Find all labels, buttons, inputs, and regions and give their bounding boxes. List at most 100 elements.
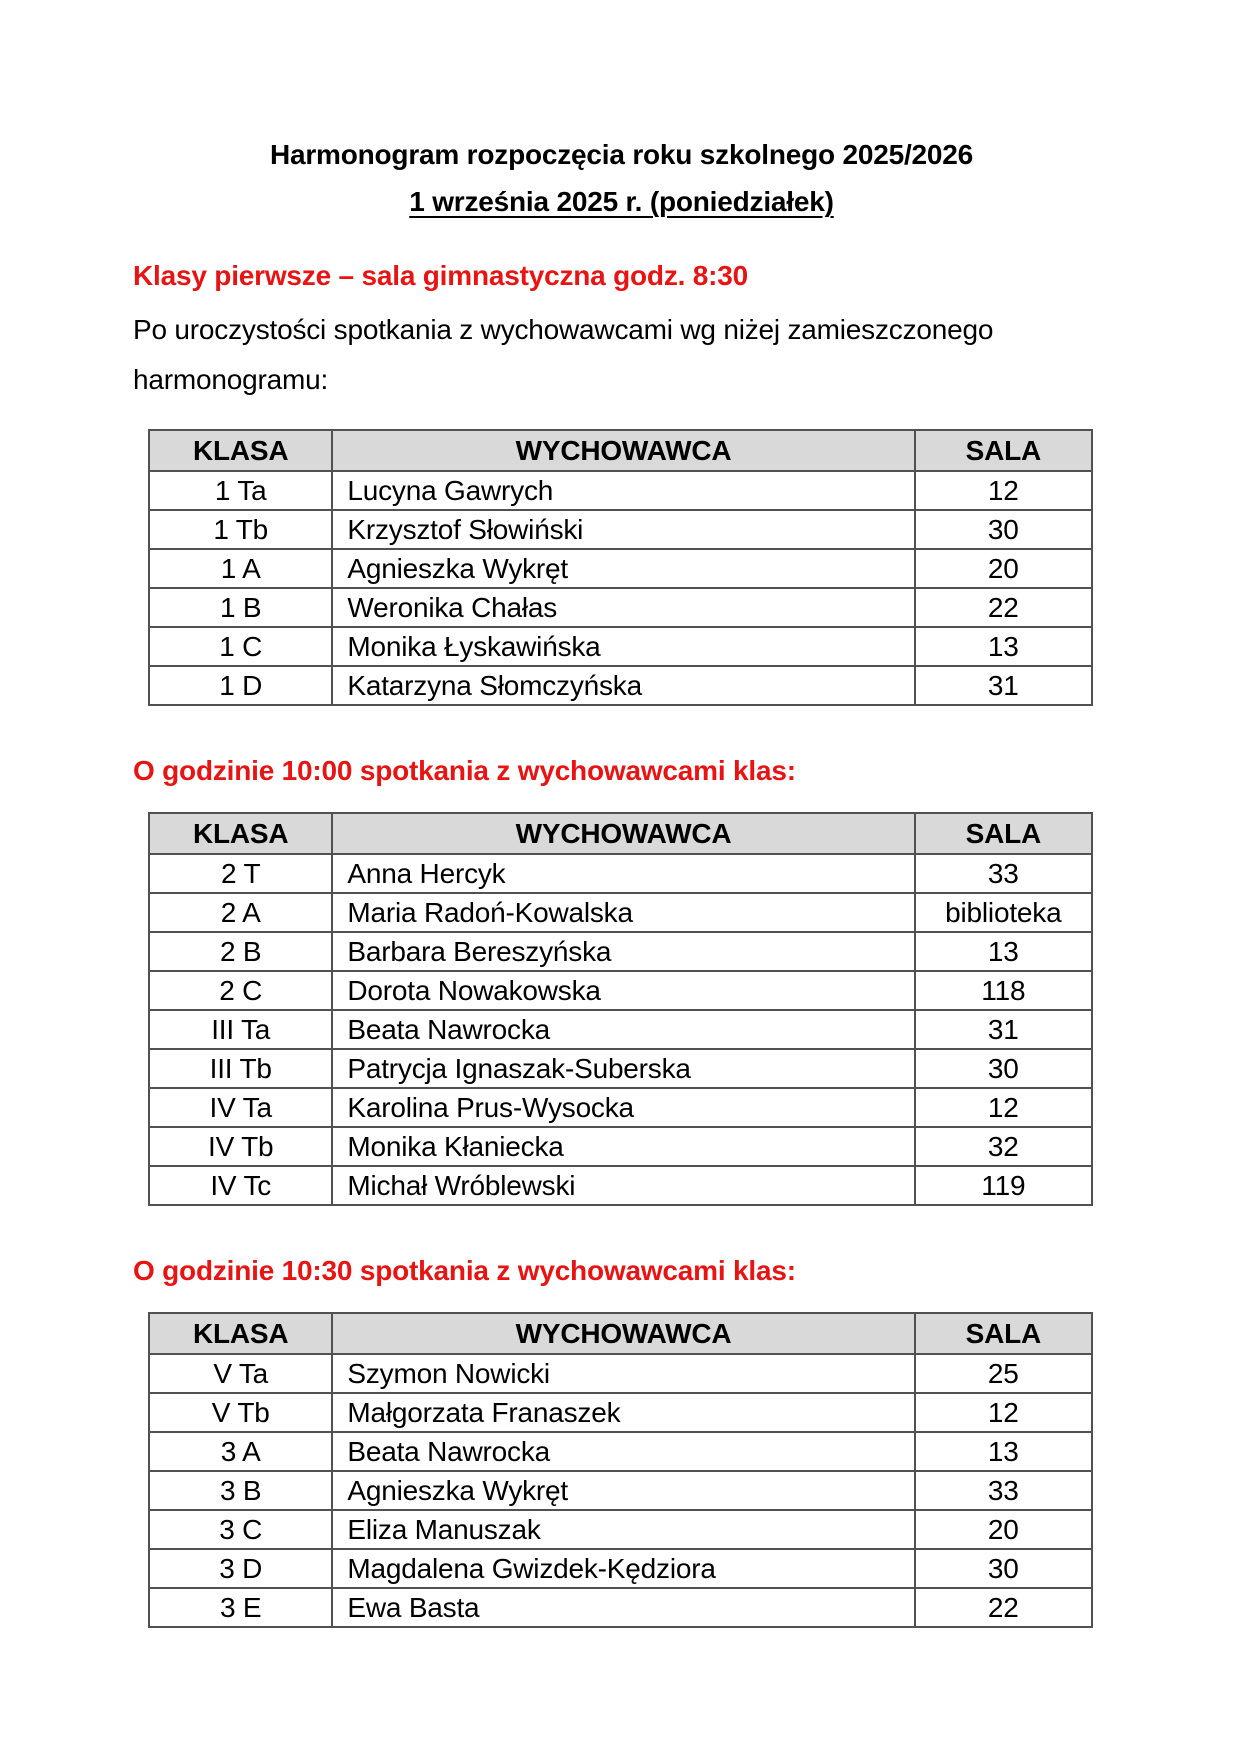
table-cell: 12	[913, 1087, 1094, 1128]
table-head: KLASA WYCHOWAWCA SALA	[147, 812, 1094, 855]
table-cell: IV Tc	[147, 1165, 334, 1206]
table-row: 1 B Weronika Chałas 22	[147, 587, 1094, 628]
table-cell: IV Ta	[147, 1087, 334, 1128]
table-cell: biblioteka	[913, 892, 1094, 933]
table-cell: 31	[913, 1009, 1094, 1050]
table-row: 3 E Ewa Basta 22	[147, 1587, 1094, 1628]
table-row: 1 C Monika Łyskawińska 13	[147, 626, 1094, 667]
sections-container: Klasy pierwsze – sala gimnastyczna godz.…	[133, 259, 1110, 1628]
table-cell: Weronika Chałas	[331, 587, 916, 628]
table-cell: Monika Kłaniecka	[331, 1126, 916, 1167]
schedule-section: Klasy pierwsze – sala gimnastyczna godz.…	[133, 259, 1110, 706]
schedule-table: KLASA WYCHOWAWCA SALA 2 T Anna Hercyk 33 2 A Ma…	[147, 812, 1094, 1206]
schedule-table: KLASA WYCHOWAWCA SALA V Ta Szymon Nowicki 25 V…	[147, 1312, 1094, 1628]
table-cell: Ewa Basta	[331, 1587, 916, 1628]
table-cell: 3 E	[147, 1587, 334, 1628]
table-cell: 32	[913, 1126, 1094, 1167]
table-cell: Monika Łyskawińska	[331, 626, 916, 667]
table-row: V Tb Małgorzata Franaszek 12	[147, 1392, 1094, 1433]
table-cell: 20	[913, 1509, 1094, 1550]
table-row: IV Tc Michał Wróblewski 119	[147, 1165, 1094, 1206]
table-row: 2 C Dorota Nowakowska 118	[147, 970, 1094, 1011]
table-row: 3 D Magdalena Gwizdek-Kędziora 30	[147, 1548, 1094, 1589]
table-cell: Lucyna Gawrych	[331, 470, 916, 511]
table-cell: V Ta	[147, 1353, 334, 1394]
table-body: 2 T Anna Hercyk 33 2 A Maria Radoń-Kowalska b…	[147, 853, 1094, 1206]
table-cell: 1 A	[147, 548, 334, 589]
table-cell: 118	[913, 970, 1094, 1011]
table-cell: 30	[913, 509, 1094, 550]
table-row: 3 B Agnieszka Wykręt 33	[147, 1470, 1094, 1511]
table-cell: 3 A	[147, 1431, 334, 1472]
table-cell: 3 D	[147, 1548, 334, 1589]
column-header: WYCHOWAWCA	[331, 1312, 916, 1355]
section-heading: O godzinie 10:00 spotkania z wychowawcam…	[133, 755, 796, 786]
table-head: KLASA WYCHOWAWCA SALA	[147, 1312, 1094, 1355]
table-cell: 13	[913, 1431, 1094, 1472]
table-row: 2 T Anna Hercyk 33	[147, 853, 1094, 894]
document-date-text: 1 września 2025 r. (poniedziałek)	[409, 186, 834, 217]
table-cell: Krzysztof Słowiński	[331, 509, 916, 550]
table-cell: 31	[913, 665, 1094, 706]
table-cell: 1 B	[147, 587, 334, 628]
section-intro: Po uroczystości spotkania z wychowawcami…	[133, 314, 994, 395]
table-cell: Magdalena Gwizdek-Kędziora	[331, 1548, 916, 1589]
table-cell: 2 B	[147, 931, 334, 972]
section-heading: Klasy pierwsze – sala gimnastyczna godz.…	[133, 260, 749, 291]
table-cell: 33	[913, 1470, 1094, 1511]
table-cell: 2 T	[147, 853, 334, 894]
table-cell: 1 D	[147, 665, 334, 706]
table-cell: Eliza Manuszak	[331, 1509, 916, 1550]
column-header: SALA	[913, 1312, 1094, 1355]
table-row: III Tb Patrycja Ignaszak-Suberska 30	[147, 1048, 1094, 1089]
table-cell: 3 B	[147, 1470, 334, 1511]
table-cell: Barbara Bereszyńska	[331, 931, 916, 972]
table-row: III Ta Beata Nawrocka 31	[147, 1009, 1094, 1050]
table-header-row: KLASA WYCHOWAWCA SALA	[147, 429, 1094, 472]
document-date-subtitle: 1 września 2025 r. (poniedziałek)	[133, 185, 1110, 219]
table-row: V Ta Szymon Nowicki 25	[147, 1353, 1094, 1394]
table-cell: 30	[913, 1548, 1094, 1589]
table-header-row: KLASA WYCHOWAWCA SALA	[147, 812, 1094, 855]
table-cell: 12	[913, 470, 1094, 511]
table-head: KLASA WYCHOWAWCA SALA	[147, 429, 1094, 472]
table-cell: III Ta	[147, 1009, 334, 1050]
table-header-row: KLASA WYCHOWAWCA SALA	[147, 1312, 1094, 1355]
table-cell: 30	[913, 1048, 1094, 1089]
table-cell: 1 C	[147, 626, 334, 667]
table-cell: Agnieszka Wykręt	[331, 548, 916, 589]
table-cell: 22	[913, 1587, 1094, 1628]
column-header: KLASA	[147, 1312, 334, 1355]
column-header: KLASA	[147, 429, 334, 472]
table-cell: Katarzyna Słomczyńska	[331, 665, 916, 706]
table-cell: Małgorzata Franaszek	[331, 1392, 916, 1433]
table-cell: IV Tb	[147, 1126, 334, 1167]
table-cell: Dorota Nowakowska	[331, 970, 916, 1011]
schedule-section: O godzinie 10:30 spotkania z wychowawcam…	[133, 1254, 1110, 1628]
table-row: IV Ta Karolina Prus-Wysocka 12	[147, 1087, 1094, 1128]
schedule-section: O godzinie 10:00 spotkania z wychowawcam…	[133, 754, 1110, 1206]
table-cell: 1 Ta	[147, 470, 334, 511]
table-row: 2 A Maria Radoń-Kowalska biblioteka	[147, 892, 1094, 933]
table-cell: V Tb	[147, 1392, 334, 1433]
table-row: 1 D Katarzyna Słomczyńska 31	[147, 665, 1094, 706]
table-row: 1 Ta Lucyna Gawrych 12	[147, 470, 1094, 511]
column-header: SALA	[913, 429, 1094, 472]
table-row: IV Tb Monika Kłaniecka 32	[147, 1126, 1094, 1167]
table-cell: Szymon Nowicki	[331, 1353, 916, 1394]
table-cell: III Tb	[147, 1048, 334, 1089]
table-row: 3 A Beata Nawrocka 13	[147, 1431, 1094, 1472]
column-header: WYCHOWAWCA	[331, 812, 916, 855]
column-header: SALA	[913, 812, 1094, 855]
column-header: KLASA	[147, 812, 334, 855]
table-cell: 13	[913, 931, 1094, 972]
table-body: V Ta Szymon Nowicki 25 V Tb Małgorzata Frana…	[147, 1353, 1094, 1628]
table-row: 1 A Agnieszka Wykręt 20	[147, 548, 1094, 589]
table-cell: 20	[913, 548, 1094, 589]
table-cell: Michał Wróblewski	[331, 1165, 916, 1206]
table-cell: 1 Tb	[147, 509, 334, 550]
section-heading: O godzinie 10:30 spotkania z wychowawcam…	[133, 1255, 796, 1286]
table-cell: Anna Hercyk	[331, 853, 916, 894]
table-cell: 12	[913, 1392, 1094, 1433]
